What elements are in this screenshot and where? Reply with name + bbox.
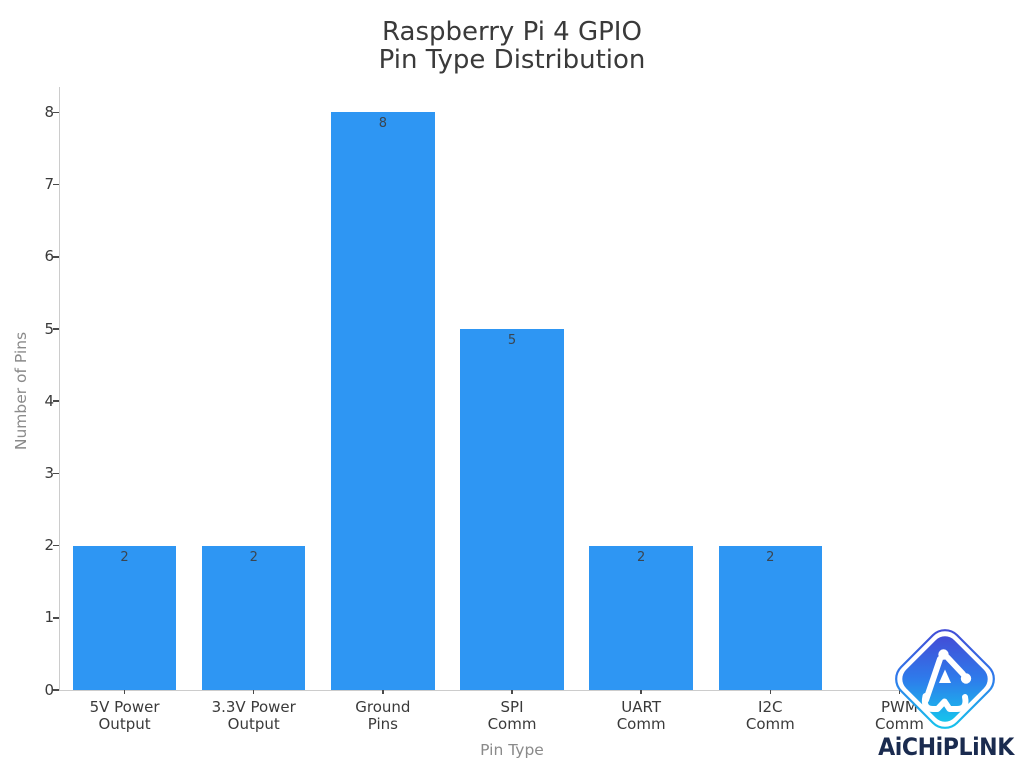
x-tick-label: SPI Comm [487, 698, 537, 733]
x-tick-label: UART Comm [616, 698, 666, 733]
y-tick-label: 6 [44, 247, 54, 266]
x-tick-label: I2C Comm [745, 698, 795, 733]
bar [460, 329, 564, 690]
brand-logo [879, 617, 1011, 741]
y-tick-mark [53, 689, 59, 691]
y-tick-mark [53, 400, 59, 402]
bar-value-label: 2 [637, 549, 646, 565]
bar [72, 545, 177, 690]
bar-value-label: 2 [249, 549, 258, 565]
y-tick-label: 0 [44, 680, 54, 699]
x-tick-label: 3.3V Power Output [211, 698, 296, 733]
aichiplink-diamond-circuit-icon [895, 629, 995, 729]
y-tick-mark [53, 256, 59, 258]
bar [589, 545, 693, 690]
bar [718, 545, 822, 690]
x-tick-label: Ground Pins [355, 698, 411, 733]
y-tick-mark [53, 472, 59, 475]
y-tick-mark [53, 328, 59, 330]
brand-name: AiCHiPLiNK [878, 733, 1014, 761]
y-tick-mark [53, 617, 59, 619]
y-tick-label: 8 [44, 102, 54, 121]
x-tick-mark [640, 690, 642, 694]
x-tick-mark [898, 690, 901, 694]
y-tick-label: 4 [44, 391, 54, 410]
chart-title-line2: Pin Type Distribution [378, 44, 646, 75]
bar-value-label: 2 [766, 549, 775, 565]
bar [202, 545, 306, 690]
y-tick-label: 7 [44, 175, 54, 194]
y-tick-mark [53, 544, 59, 547]
y-axis-title: Number of Pins [12, 331, 30, 451]
x-tick-label: 5V Power Output [89, 698, 160, 733]
y-axis-spine [59, 87, 60, 691]
y-tick-label: 2 [44, 536, 54, 555]
x-tick-mark [252, 690, 255, 694]
x-axis-title: Pin Type [480, 741, 544, 759]
bar-value-label: 5 [507, 333, 517, 348]
y-tick-label: 1 [44, 608, 54, 627]
y-tick-mark [53, 183, 59, 186]
bar [331, 112, 435, 690]
x-tick-mark [511, 690, 513, 694]
chart-title: Raspberry Pi 4 GPIO Pin Type Distributio… [0, 17, 1024, 75]
bar-value-label: 8 [378, 116, 387, 132]
x-tick-mark [382, 690, 384, 694]
x-tick-mark [123, 690, 126, 694]
bar-value-label: 2 [120, 549, 129, 565]
x-tick-mark [769, 690, 772, 694]
y-tick-mark [53, 111, 59, 114]
chart-title-line1: Raspberry Pi 4 GPIO [382, 17, 642, 47]
y-tick-label: 5 [44, 319, 54, 338]
x-tick-label: PWM Comm [874, 698, 924, 733]
y-tick-label: 3 [44, 463, 54, 482]
